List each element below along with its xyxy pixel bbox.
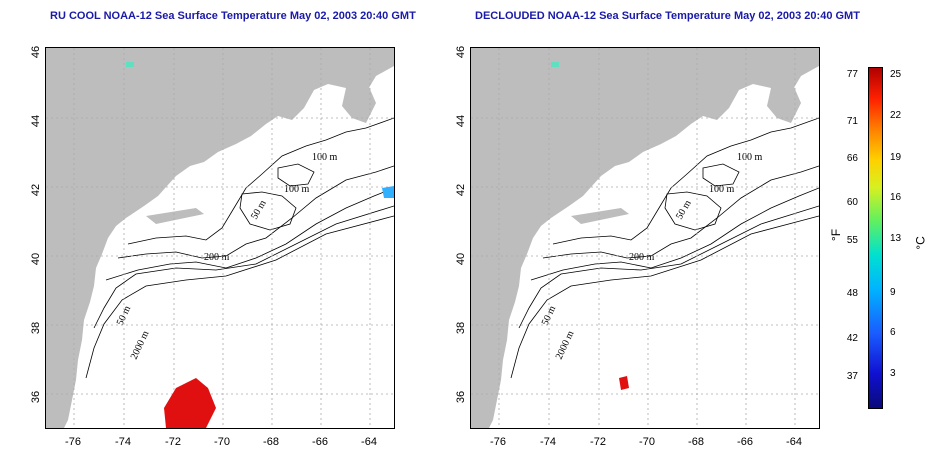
colorbar-f-tick: 55 <box>846 235 858 246</box>
y-tick-46: 46 <box>455 45 467 59</box>
y-tick-42: 42 <box>455 183 467 197</box>
x-tick-76: -76 <box>65 436 81 448</box>
sst-warm-patch <box>164 378 216 428</box>
y-tick-36: 36 <box>30 390 42 404</box>
sst-pixels-right <box>551 62 629 390</box>
x-tick-68: -68 <box>263 436 279 448</box>
x-tick-68: -68 <box>688 436 704 448</box>
bathymetry-contours <box>85 117 394 379</box>
y-tick-44: 44 <box>455 114 467 128</box>
contour-label-200m: 200 m <box>629 252 655 263</box>
y-tick-46: 46 <box>30 45 42 59</box>
contour-label-100m-a: 100 m <box>737 152 763 163</box>
left-map-title: RU COOL NOAA-12 Sea Surface Temperature … <box>50 10 416 22</box>
right-map-panel: 100 m 100 m 50 m 200 m 50 m 2000 m <box>470 47 820 429</box>
y-tick-38: 38 <box>30 321 42 335</box>
peninsula-shape <box>767 80 801 123</box>
peninsula-shape <box>342 80 376 123</box>
long-island-shape <box>571 208 629 224</box>
colorbar-unit-f: °F <box>829 228 844 242</box>
colorbar-c-tick: 25 <box>890 69 902 80</box>
contour-label-50m-a: 50 m <box>249 198 269 221</box>
x-tick-66: -66 <box>312 436 328 448</box>
colorbar <box>868 67 883 409</box>
contour-label-200m: 200 m <box>204 252 230 263</box>
x-tick-74: -74 <box>115 436 131 448</box>
colorbar-f-tick: 37 <box>846 371 858 382</box>
land-mass <box>46 48 394 428</box>
y-tick-42: 42 <box>30 183 42 197</box>
right-map-title: DECLOUDED NOAA-12 Sea Surface Temperatur… <box>475 10 860 22</box>
y-tick-40: 40 <box>455 252 467 266</box>
x-tick-74: -74 <box>540 436 556 448</box>
colorbar-f-tick: 48 <box>846 288 858 299</box>
sst-cool-patch <box>382 186 394 198</box>
land-mass <box>471 48 819 428</box>
colorbar-c-tick: 3 <box>890 368 896 379</box>
x-tick-64: -64 <box>786 436 802 448</box>
x-tick-72: -72 <box>165 436 181 448</box>
colorbar-f-tick: 42 <box>846 333 858 344</box>
graticule-grid <box>46 48 394 428</box>
left-map-svg: 100 m 100 m 50 m 200 m 50 m 2000 m <box>46 48 394 428</box>
colorbar-f-tick: 60 <box>846 197 858 208</box>
graticule-grid <box>471 48 819 428</box>
sst-small-patch <box>126 62 134 67</box>
contour-label-50m-a: 50 m <box>674 198 694 221</box>
sst-pixels-left <box>126 62 394 428</box>
x-tick-72: -72 <box>590 436 606 448</box>
contour-label-100m-b: 100 m <box>284 184 310 195</box>
right-map-svg: 100 m 100 m 50 m 200 m 50 m 2000 m <box>471 48 819 428</box>
x-tick-66: -66 <box>737 436 753 448</box>
colorbar-c-tick: 16 <box>890 192 902 203</box>
long-island-shape <box>146 208 204 224</box>
y-tick-44: 44 <box>30 114 42 128</box>
y-tick-36: 36 <box>455 390 467 404</box>
bathymetry-contours <box>510 117 819 379</box>
colorbar-c-tick: 6 <box>890 327 896 338</box>
sst-warm-patch <box>619 376 629 390</box>
x-tick-70: -70 <box>639 436 655 448</box>
contour-label-100m-b: 100 m <box>709 184 735 195</box>
left-map-panel: 100 m 100 m 50 m 200 m 50 m 2000 m <box>45 47 395 429</box>
colorbar-f-tick: 77 <box>846 69 858 80</box>
colorbar-c-tick: 9 <box>890 287 896 298</box>
y-tick-40: 40 <box>30 252 42 266</box>
colorbar-f-tick: 71 <box>846 116 858 127</box>
sst-small-patch <box>551 62 559 67</box>
colorbar-f-tick: 66 <box>846 153 858 164</box>
x-tick-70: -70 <box>214 436 230 448</box>
contour-label-2000m: 2000 m <box>129 329 152 361</box>
colorbar-c-tick: 19 <box>890 152 902 163</box>
x-tick-64: -64 <box>361 436 377 448</box>
y-tick-38: 38 <box>455 321 467 335</box>
x-tick-76: -76 <box>490 436 506 448</box>
colorbar-c-tick: 22 <box>890 110 902 121</box>
contour-label-2000m: 2000 m <box>554 329 577 361</box>
colorbar-unit-c: °C <box>913 236 928 250</box>
colorbar-c-tick: 13 <box>890 233 902 244</box>
contour-label-100m-a: 100 m <box>312 152 338 163</box>
